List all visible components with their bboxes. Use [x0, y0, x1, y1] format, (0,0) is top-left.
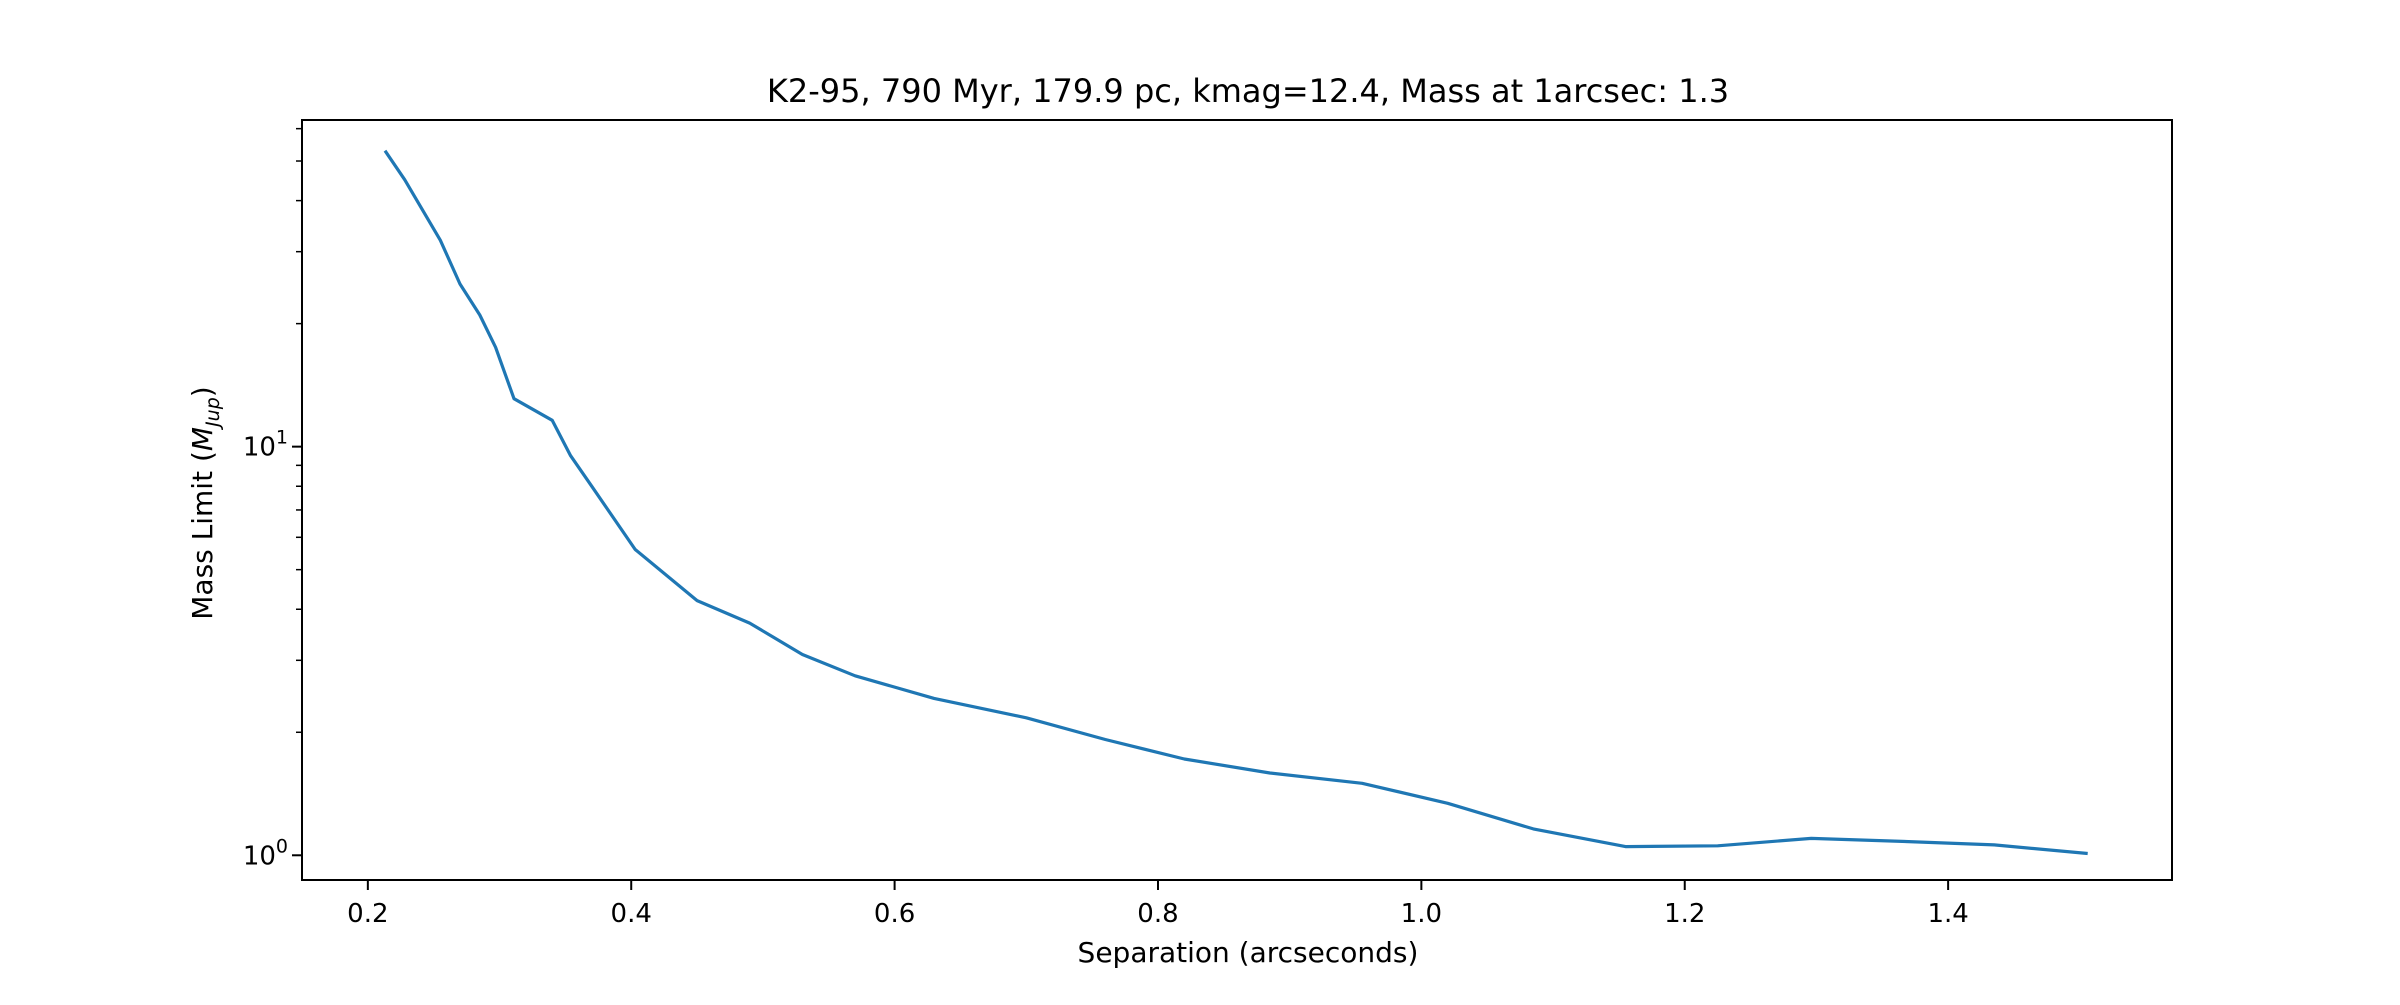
x-axis-ticks: 0.2 0.4 0.6 0.8 1.0 1.2 1.4 [347, 880, 1969, 929]
chart-title: K2-95, 790 Myr, 179.9 pc, kmag=12.4, Mas… [767, 72, 1729, 110]
y-axis-label-symbol: M [186, 427, 219, 451]
x-tick-label: 0.4 [611, 899, 652, 929]
y-axis-label: Mass Limit (MJup) [186, 386, 224, 619]
x-tick-label: 0.2 [347, 899, 388, 929]
x-axis-label: Separation (arcseconds) [1078, 936, 1419, 969]
mass-limit-line [383, 149, 2088, 856]
y-axis-label-prefix: Mass Limit ( [186, 451, 219, 620]
y-tick-label: 101 [243, 427, 288, 463]
y-axis-ticks: 100 101 [243, 127, 302, 871]
y-axis-label-suffix: ) [186, 386, 219, 397]
plot-area-frame [301, 119, 2173, 881]
x-tick-label: 1.0 [1401, 899, 1442, 929]
x-tick-label: 1.2 [1664, 899, 1705, 929]
x-tick-label: 0.8 [1137, 899, 1178, 929]
x-tick-label: 1.4 [1927, 899, 1968, 929]
x-tick-label: 0.6 [874, 899, 915, 929]
y-axis-label-subscript: Jup [202, 397, 224, 431]
y-tick-label: 100 [243, 835, 288, 871]
